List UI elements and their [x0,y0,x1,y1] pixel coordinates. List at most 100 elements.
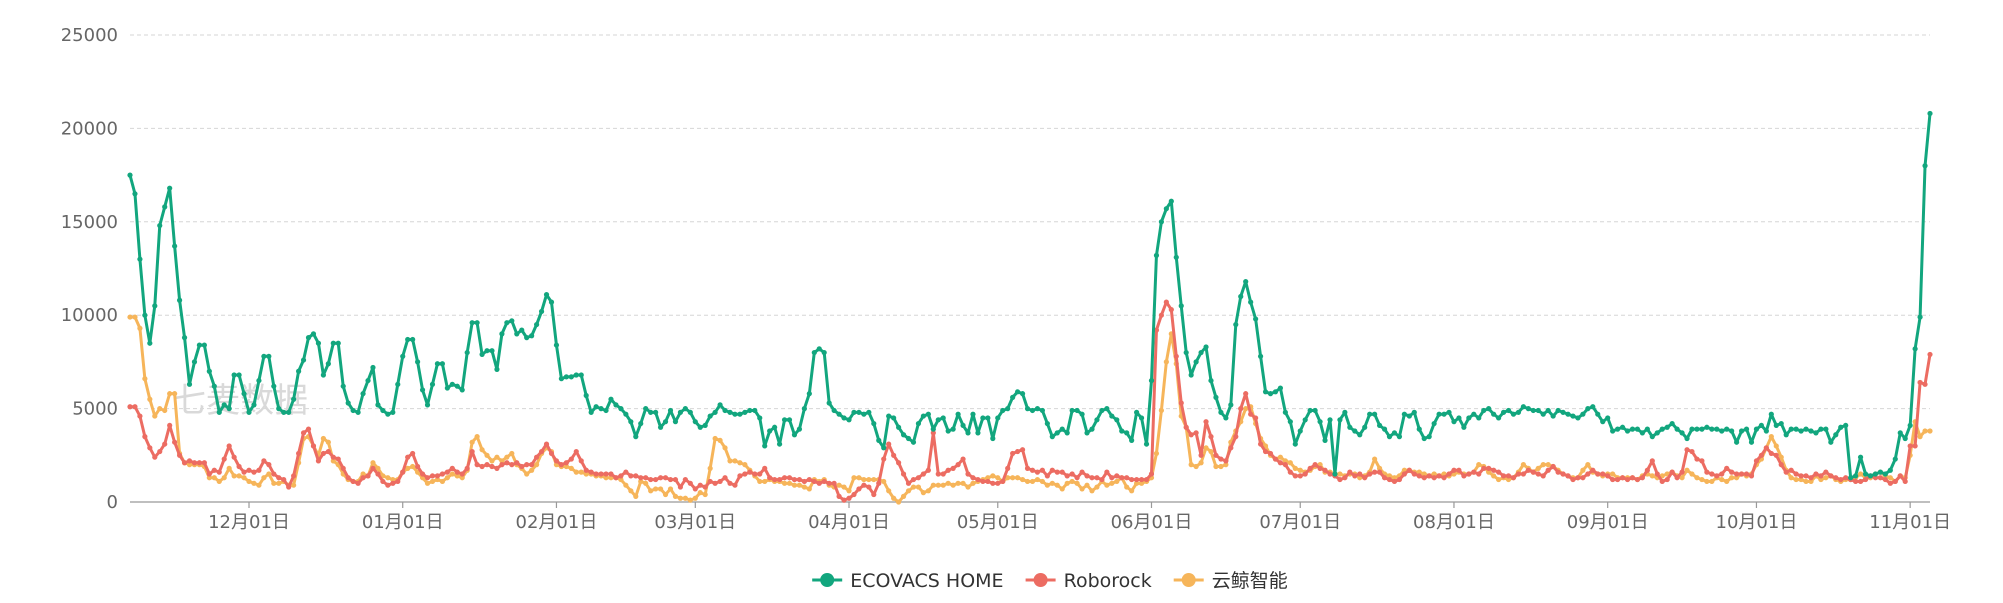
data-point [266,353,272,359]
data-point [474,434,480,440]
data-point [1550,413,1556,419]
data-point [315,340,322,346]
data-point [757,415,763,421]
data-point [419,471,426,477]
data-point [608,396,614,402]
data-point [226,443,232,449]
data-point [1788,467,1794,473]
data-point [1619,475,1626,481]
data-point [1158,407,1164,414]
data-point [831,407,837,414]
legend-item-2[interactable]: 云鲸智能 [1173,570,1288,592]
data-point [1813,471,1819,477]
data-point [434,476,441,483]
data-point [573,469,579,475]
data-point [980,478,986,485]
data-point [1044,473,1050,479]
data-point [628,473,634,479]
data-point [1664,476,1670,483]
data-point [162,407,168,414]
data-point [538,448,545,455]
data-point [1039,407,1045,414]
data-point [1183,349,1189,356]
data-point [147,445,153,451]
data-point [1114,478,1120,485]
data-point [499,458,505,464]
data-point [786,417,793,423]
data-point [499,331,505,337]
data-point [1922,163,1928,169]
data-point [494,366,500,372]
data-point [598,406,604,412]
data-point [1689,448,1695,455]
data-point [712,435,718,442]
data-point [1262,389,1269,395]
data-point [459,475,465,481]
data-point [747,469,753,475]
data-point [1362,475,1368,481]
data-point [266,471,272,477]
data-point [390,480,396,486]
data-point [484,348,490,354]
data-point [1862,476,1869,483]
data-point [1386,434,1393,440]
data-point [648,476,654,483]
data-point [162,441,168,447]
data-point [211,475,217,481]
data-point [1208,448,1214,455]
data-point [1218,409,1224,415]
data-point [142,376,148,382]
data-point [152,303,158,309]
data-point [534,454,540,460]
data-point [1446,409,1452,415]
data-point [881,445,887,451]
data-point [1034,406,1041,412]
data-point [1029,478,1036,485]
data-point [1605,415,1611,421]
data-point [1079,486,1085,492]
data-point [1907,422,1913,429]
data-point [886,413,892,419]
data-point [1272,389,1279,395]
data-point [776,441,783,447]
data-point [841,484,847,490]
data-point [1143,476,1150,483]
data-point [657,486,664,492]
data-point [1436,473,1442,479]
data-point [1243,406,1249,412]
data-point [449,465,455,471]
legend-item-1[interactable]: Roborock [1025,570,1152,592]
data-point [330,340,336,346]
data-point [861,482,867,488]
data-point [1902,435,1908,442]
data-point [1818,476,1824,483]
data-point [1411,409,1417,415]
data-point [1927,428,1933,434]
data-point [261,475,267,481]
data-point [1505,476,1512,483]
data-point [806,391,812,397]
data-point [1704,478,1710,485]
data-point [1600,419,1606,425]
data-point [1917,434,1923,440]
legend[interactable]: ECOVACS HOME Roborock 云鲸智能 [812,570,1288,592]
data-point [266,462,272,468]
legend-item-0[interactable]: ECOVACS HOME [812,570,1004,592]
data-point [1877,475,1884,481]
data-point [340,383,346,389]
data-point [1595,411,1601,417]
data-point [410,463,416,470]
data-point [692,486,698,492]
data-point [667,476,674,483]
data-point [216,469,222,475]
data-point [1292,465,1298,471]
data-point [1619,424,1626,430]
data-point [767,475,773,481]
data-point [791,482,798,488]
data-point [469,448,475,455]
data-point [990,480,996,486]
data-point [1669,469,1675,475]
data-point [742,471,748,477]
data-point [1178,400,1184,406]
data-point [1848,475,1854,481]
